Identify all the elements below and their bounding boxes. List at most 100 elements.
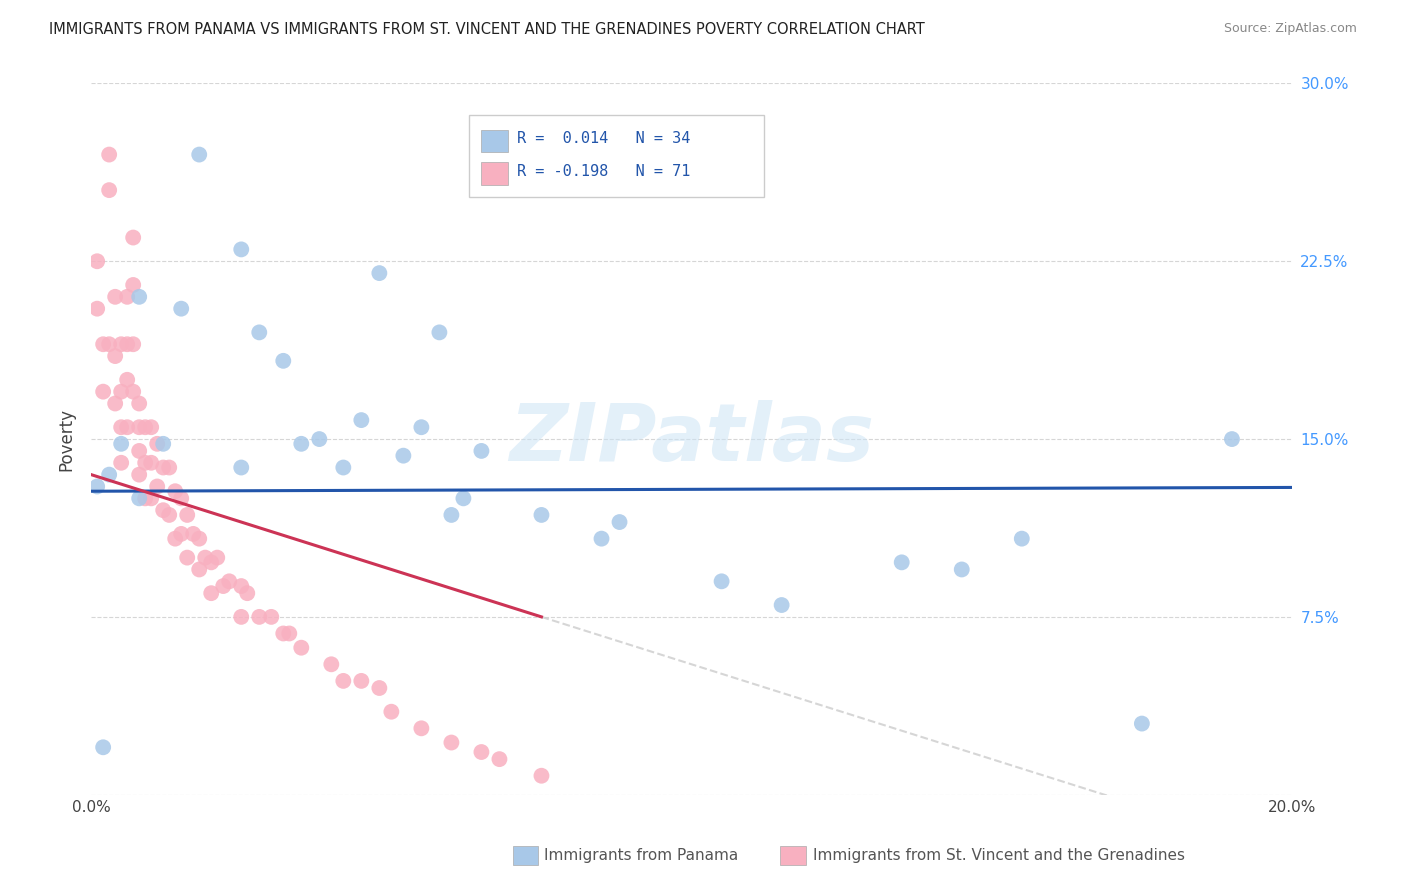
Point (350, 673, 373, 688)
Point (332, 673, 354, 688)
Point (104, 349, 127, 363)
Point (440, 508, 463, 522)
Point (170, 301, 193, 316)
Point (128, 491, 150, 506)
Point (350, 413, 373, 427)
Point (181, 527, 204, 541)
Point (86, 479, 108, 493)
Point (429, 326, 451, 340)
Point (98, 337, 121, 351)
Point (271, 354, 294, 368)
Point (470, 444, 492, 458)
Point (591, 532, 613, 546)
Point (231, 579, 253, 593)
Point (770, 598, 793, 612)
Point (321, 657, 343, 672)
Point (165, 532, 187, 546)
Point (200, 586, 222, 600)
Point (278, 626, 301, 640)
Point (392, 449, 415, 463)
Point (146, 479, 169, 493)
Bar (481, 129, 508, 153)
Point (247, 610, 270, 624)
Point (170, 491, 193, 506)
Point (170, 527, 193, 541)
Point (231, 460, 253, 475)
Point (411, 721, 433, 735)
Point (98, 147, 121, 161)
Text: Source: ZipAtlas.com: Source: ZipAtlas.com (1223, 22, 1357, 36)
Point (134, 456, 156, 470)
Point (236, 586, 259, 600)
Point (488, 752, 510, 766)
Point (104, 290, 127, 304)
Point (950, 562, 973, 576)
Point (152, 460, 174, 475)
Point (128, 290, 150, 304)
Point (110, 437, 132, 451)
Point (368, 681, 391, 695)
Point (152, 437, 174, 451)
Point (290, 640, 312, 655)
Point (194, 550, 217, 565)
Point (110, 420, 132, 434)
Point (890, 555, 912, 569)
Point (200, 555, 222, 569)
Point (188, 147, 211, 161)
Point (122, 230, 145, 244)
Point (260, 610, 283, 624)
Point (128, 420, 150, 434)
Point (1220, 432, 1243, 446)
Text: ZIPatlas: ZIPatlas (509, 401, 875, 478)
Point (110, 384, 132, 399)
Point (128, 467, 150, 482)
Point (470, 745, 492, 759)
Point (110, 337, 132, 351)
Point (141, 420, 163, 434)
Point (115, 290, 138, 304)
Point (332, 460, 354, 475)
Point (128, 444, 150, 458)
Point (176, 508, 198, 522)
Point (710, 574, 733, 589)
Point (86, 301, 108, 316)
Point (122, 337, 145, 351)
Point (188, 532, 211, 546)
Point (110, 456, 132, 470)
Point (86, 254, 108, 268)
Point (91, 740, 114, 755)
Point (98, 183, 121, 197)
Point (134, 491, 156, 506)
Point (411, 420, 433, 434)
Point (115, 420, 138, 434)
Point (212, 579, 235, 593)
Bar (481, 162, 508, 186)
Point (368, 266, 391, 280)
Point (146, 437, 169, 451)
Point (115, 337, 138, 351)
Point (128, 396, 150, 410)
Point (271, 626, 294, 640)
Point (530, 769, 553, 783)
Text: Immigrants from St. Vincent and the Grenadines: Immigrants from St. Vincent and the Gren… (813, 848, 1185, 863)
Text: R =  0.014   N = 34: R = 0.014 N = 34 (517, 131, 690, 146)
Point (231, 610, 253, 624)
Point (218, 574, 240, 589)
Point (440, 735, 463, 749)
Point (1011, 532, 1033, 546)
Point (247, 326, 270, 340)
Text: R = -0.198   N = 71: R = -0.198 N = 71 (517, 164, 690, 179)
Point (176, 550, 198, 565)
Point (207, 550, 229, 565)
Point (141, 456, 163, 470)
Y-axis label: Poverty: Poverty (58, 408, 75, 471)
Point (122, 384, 145, 399)
Point (122, 277, 145, 292)
Point (231, 243, 253, 257)
Text: Immigrants from Panama: Immigrants from Panama (544, 848, 738, 863)
FancyBboxPatch shape (470, 115, 763, 197)
Point (290, 437, 312, 451)
Point (115, 373, 138, 387)
Text: IMMIGRANTS FROM PANAMA VS IMMIGRANTS FROM ST. VINCENT AND THE GRENADINES POVERTY: IMMIGRANTS FROM PANAMA VS IMMIGRANTS FRO… (49, 22, 925, 37)
Point (308, 432, 330, 446)
